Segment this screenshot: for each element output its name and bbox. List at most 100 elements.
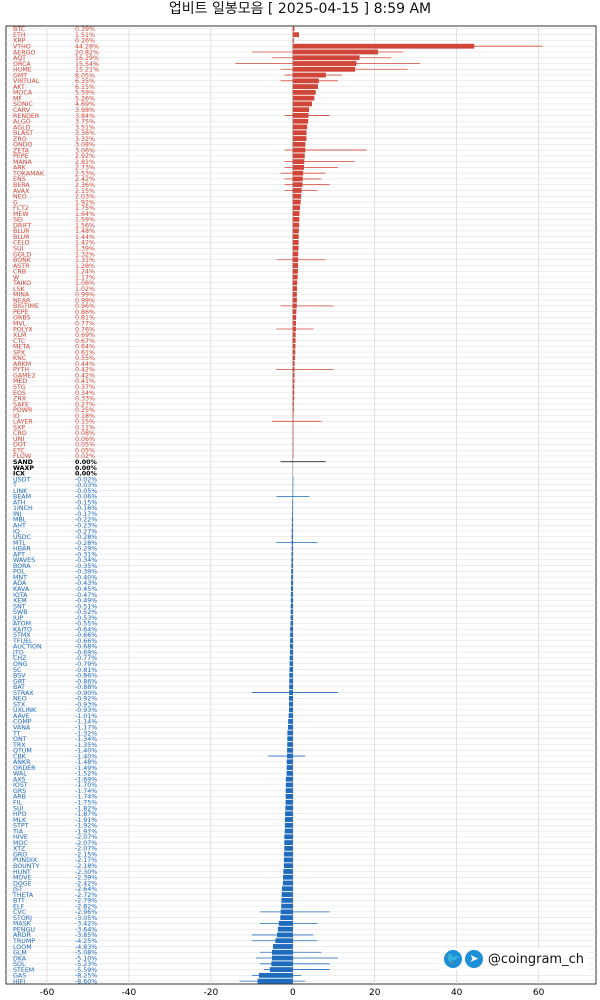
bar [292, 315, 297, 320]
row-value-label: 0.39% [75, 26, 95, 33]
bar [285, 811, 293, 817]
row-value-label: -3.85% [75, 932, 97, 939]
bar [292, 26, 295, 32]
bar [292, 297, 297, 303]
bar [292, 136, 307, 141]
row-name-label: ZRO [13, 136, 27, 143]
row-value-label: 0.64% [75, 344, 95, 351]
row-value-label: 0.77% [75, 321, 95, 328]
bar [292, 222, 300, 228]
bar [292, 72, 326, 78]
bar [290, 620, 293, 626]
row-value-label: -1.75% [75, 800, 97, 807]
bar [292, 407, 294, 413]
row-value-label: 5.59% [75, 90, 95, 97]
bar [283, 857, 293, 863]
bar [292, 199, 301, 205]
row-value-label: 15.21% [75, 67, 99, 74]
row-value-label: 0.00% [75, 465, 98, 472]
row-name-label: THETA [12, 892, 34, 899]
row-value-label: 0.15% [75, 419, 95, 426]
bar [292, 338, 296, 343]
row-value-label: -0.28% [75, 534, 97, 541]
row-value-label: -0.77% [75, 655, 97, 662]
row-name-label: UNI [13, 436, 24, 443]
row-name-label: 1INCH [13, 505, 33, 512]
row-name-label: GOLD [13, 251, 31, 258]
row-name-label: TAIKO [12, 280, 31, 287]
bar [292, 130, 307, 136]
bar [292, 234, 299, 240]
bar [281, 892, 293, 897]
row-value-label: -2.07% [75, 846, 97, 853]
bar [292, 280, 298, 286]
bar [292, 268, 298, 274]
bar [292, 263, 299, 268]
row-name-label: WAVES [13, 557, 35, 564]
row-value-label: 1.56% [75, 222, 95, 229]
row-value-label: 2.03% [75, 194, 95, 201]
row-value-label: -0.34% [75, 557, 97, 564]
row-value-label: -1.69% [75, 776, 97, 783]
row-value-label: -0.81% [75, 667, 97, 674]
bar [292, 61, 357, 66]
row-value-label: -0.16% [75, 505, 97, 512]
row-name-label: ZETA [13, 147, 30, 154]
bar [292, 309, 297, 315]
bar [259, 972, 293, 978]
row-name-label: HBAR [13, 546, 31, 553]
bar [285, 799, 293, 805]
row-name-label: KAVA [13, 586, 30, 593]
row-name-label: CHZ [13, 655, 27, 662]
row-value-label: -0.66% [75, 638, 97, 645]
row-name-label: ALGO [13, 119, 31, 126]
bar [284, 822, 293, 828]
row-value-label: -0.93% [75, 707, 97, 714]
row-value-label: 3.32% [75, 136, 95, 143]
row-value-label: 16.29% [75, 55, 99, 62]
row-name-label: PEPE [13, 153, 29, 160]
bar [292, 453, 294, 459]
row-name-label: ARDR [13, 932, 32, 939]
row-value-label: -5.23% [75, 961, 97, 968]
row-value-label: -0.88% [75, 684, 97, 691]
telegram-icon[interactable]: ➤ [464, 950, 483, 968]
row-name-label: MASK [13, 921, 32, 928]
bar [287, 747, 293, 753]
bar [292, 430, 294, 436]
row-name-label: KNC [13, 355, 27, 362]
bar [291, 568, 293, 574]
row-value-label: -4.25% [75, 938, 97, 945]
bar [278, 920, 293, 926]
row-value-label: -5.08% [75, 950, 97, 957]
bar [291, 540, 293, 545]
row-value-label: 0.61% [75, 349, 95, 356]
bar [285, 782, 293, 788]
row-value-label: 0.67% [75, 338, 95, 345]
bar [281, 886, 293, 892]
bar [292, 441, 294, 447]
bar [292, 413, 294, 418]
bar [292, 141, 306, 147]
row-name-label: ORBS [13, 315, 31, 322]
bar [292, 228, 299, 234]
row-value-label: 1.24% [75, 269, 95, 276]
row-value-label: -1.52% [75, 771, 97, 778]
bar [292, 372, 295, 378]
row-name-label: POWR [13, 407, 33, 414]
row-value-label: 6.15% [75, 84, 95, 91]
row-name-label: ARB [13, 794, 26, 801]
row-name-label: IOST [13, 782, 28, 789]
row-value-label: -5.59% [75, 967, 97, 974]
twitter-icon[interactable]: 🐦 [443, 950, 462, 968]
row-name-label: SXP [13, 424, 25, 431]
bar [277, 932, 293, 938]
row-value-label: 1.32% [75, 251, 95, 258]
row-value-label: -0.49% [75, 598, 97, 605]
row-value-label: -1.70% [75, 782, 97, 789]
row-value-label: 15.54% [75, 61, 99, 68]
row-name-label: AKT [13, 84, 25, 91]
row-value-label: -0.52% [75, 609, 97, 616]
bar [288, 701, 293, 707]
row-name-label: WAL [13, 771, 27, 778]
